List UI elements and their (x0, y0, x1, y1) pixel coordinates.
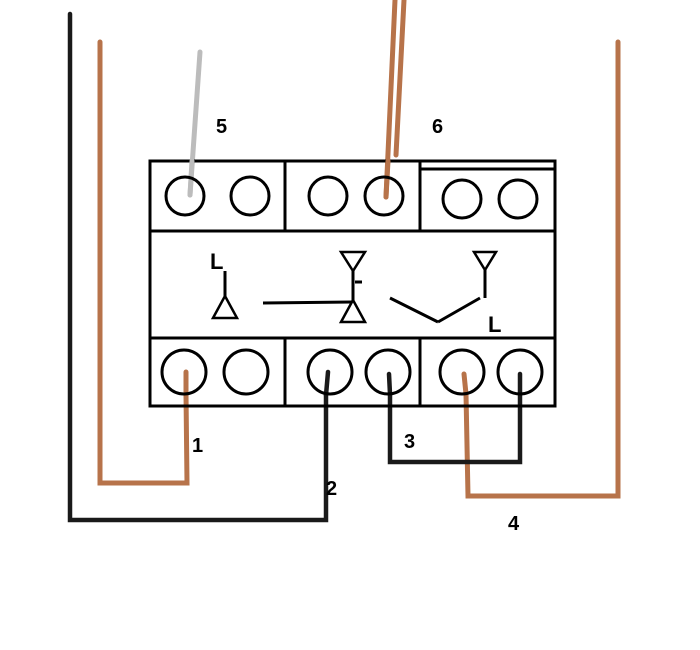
bottom-cell-0 (150, 338, 285, 406)
wire-stub-2 (326, 372, 328, 395)
top-terminal-1 (231, 177, 269, 215)
wire-2 (466, 42, 618, 496)
top-terminal-2 (309, 177, 347, 215)
wire-6 (396, 0, 404, 155)
internal-connector-0 (263, 302, 352, 303)
wire-stub-4 (464, 374, 466, 394)
terminal-number-2: 2 (326, 478, 337, 500)
terminal-number-6: 6 (432, 116, 443, 138)
internal-label-1: L (488, 312, 501, 337)
wire-1 (100, 42, 187, 483)
wiring-diagram: L L 1 2 3 4 5 6 (0, 0, 700, 650)
wire-stub-brown-top (386, 161, 388, 197)
top-cell-2 (420, 169, 555, 231)
top-terminal-0 (166, 177, 204, 215)
internal-label-0: L (210, 249, 223, 274)
bottom-terminal-4 (440, 350, 484, 394)
terminal-number-1: 1 (192, 435, 203, 457)
arrow-head-0 (213, 296, 237, 318)
top-terminal-4 (443, 180, 481, 218)
top-terminal-5 (499, 180, 537, 218)
arrow-head-3 (474, 252, 496, 270)
top-cell-0 (150, 161, 285, 231)
terminal-number-4: 4 (508, 513, 520, 535)
arrow-head-1 (341, 252, 365, 271)
bottom-terminal-1 (224, 350, 268, 394)
internal-connector-2 (390, 298, 480, 322)
top-cell-1 (285, 161, 420, 231)
terminal-number-3: 3 (404, 431, 415, 453)
wire-stub-3a (389, 374, 390, 394)
terminal-number-5: 5 (216, 116, 227, 138)
